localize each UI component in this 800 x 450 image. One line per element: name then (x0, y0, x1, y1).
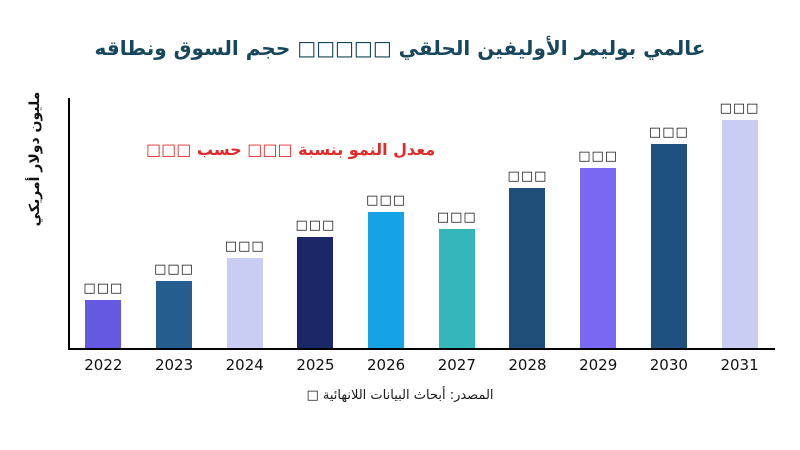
bar (368, 212, 405, 350)
bar (156, 281, 193, 350)
bar (509, 188, 546, 350)
y-axis-label: مليون دولار أمريكي (27, 91, 43, 227)
bar-value-label: □□□ (83, 281, 124, 296)
y-axis-line (68, 98, 70, 350)
bar (438, 229, 475, 350)
x-tick-label: 2025 (296, 356, 335, 374)
x-tick-label: 2022 (84, 356, 123, 374)
bar-group: □□□ (422, 210, 492, 350)
bar-value-label: □□□ (648, 125, 689, 140)
bar-value-label: □□□ (719, 101, 760, 116)
bar-group: □□□ (280, 218, 350, 350)
x-tick-label: 2026 (367, 356, 406, 374)
x-tick-label: 2031 (720, 356, 759, 374)
bar (580, 168, 617, 350)
bar-group: □□□ (705, 101, 775, 350)
x-tick-label: 2024 (225, 356, 264, 374)
bar-group: □□□ (68, 281, 138, 350)
chart-title: عالمي بوليمر الأوليفين الحلقي □□□□□ حجم … (94, 36, 706, 60)
bar-group: □□□ (563, 149, 633, 350)
bar-value-label: □□□ (436, 210, 477, 225)
bar (297, 237, 334, 350)
x-tick-label: 2029 (579, 356, 618, 374)
bar (721, 120, 758, 350)
x-tick-label: 2030 (649, 356, 688, 374)
bar-value-label: □□□ (154, 262, 194, 277)
bar (226, 258, 263, 350)
bar-group: □□□ (139, 262, 209, 350)
source-caption: المصدر: أبحاث البيانات اللانهائية □ (306, 388, 494, 403)
bar-value-label: □□□ (224, 239, 265, 254)
x-tick-label: 2028 (508, 356, 547, 374)
bar-group: □□□ (210, 239, 280, 350)
x-tick-label: 2023 (154, 356, 194, 374)
bar-group: □□□ (492, 169, 562, 350)
bar-value-label: □□□ (578, 149, 619, 164)
bars-container: □□□ □□□ □□□ □□□ □□□ □□□ □□□ □□□ □□□ □□□ (68, 98, 775, 350)
x-tick-label: 2027 (437, 356, 476, 374)
bar (650, 144, 687, 350)
x-tick-labels: 2022 2023 2024 2025 2026 2027 2028 2029 2030 2031 (68, 356, 775, 374)
bar (85, 300, 122, 350)
bar-value-label: □□□ (507, 169, 548, 184)
bar-group: □□□ (351, 193, 421, 350)
bar-value-label: □□□ (366, 193, 407, 208)
bar-group: □□□ (634, 125, 704, 350)
growth-rate-annotation: معدل النمو بنسبة □□□ حسب □□□ (146, 140, 436, 159)
x-axis-line (68, 348, 775, 350)
bar-value-label: □□□ (295, 218, 336, 233)
plot-area: معدل النمو بنسبة □□□ حسب □□□ □□□ □□□ □□□ □□… (68, 98, 775, 350)
